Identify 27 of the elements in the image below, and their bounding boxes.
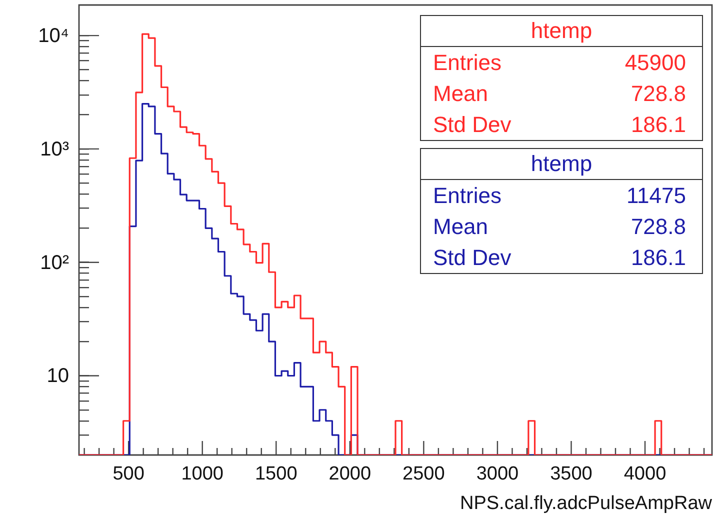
y-tick-label: 10	[46, 365, 69, 388]
annotation: Std Dev	[433, 111, 512, 139]
annotation: Entries	[433, 49, 502, 77]
x-axis-title: NPS.cal.fly.adcPulseAmpRaw	[460, 492, 712, 514]
annotation: 728.8	[630, 80, 686, 108]
x-tick-label: 1500	[254, 464, 298, 485]
x-tick-label: 500	[112, 464, 144, 485]
x-tick-label: 4000	[624, 464, 666, 485]
text: htemp	[421, 16, 702, 47]
x-tick-label: 3000	[476, 464, 519, 485]
annotation: Entries	[433, 182, 502, 210]
annotation: 728.8	[630, 213, 686, 241]
annotation: 11475	[626, 182, 686, 210]
y-tick-label: 10³	[40, 138, 70, 160]
annotation: 186.1	[630, 111, 686, 139]
annotation: Std Dev	[433, 244, 512, 272]
annotation: 186.1	[630, 244, 686, 272]
text: htemp	[421, 149, 702, 180]
annotation: Mean	[433, 80, 488, 108]
annotation: 45900	[624, 49, 686, 77]
x-tick-label: 2000	[328, 464, 372, 485]
annotation: Mean	[433, 213, 488, 241]
x-tick-label: 3500	[550, 464, 592, 485]
y-tick-label: 10⁴	[38, 25, 69, 48]
x-tick-label: 2500	[402, 464, 445, 485]
y-tick-label: 10²	[40, 252, 70, 274]
x-tick-label: 1000	[181, 464, 224, 485]
